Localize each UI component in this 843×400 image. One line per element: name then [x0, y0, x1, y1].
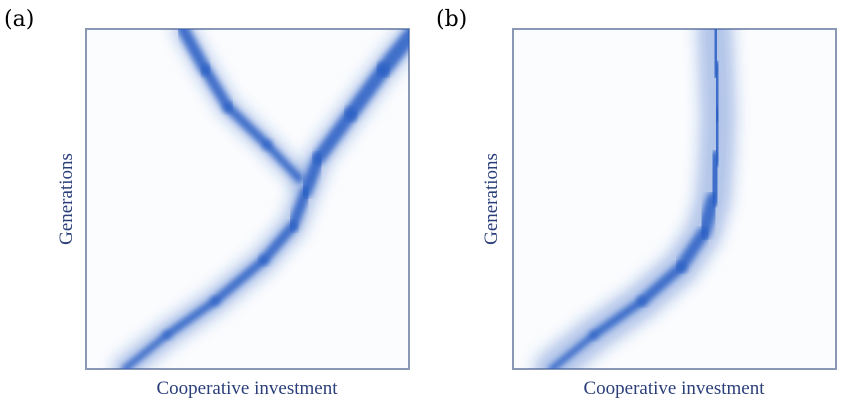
panel-b-ylabel: Generations	[481, 153, 502, 245]
panel-a-xlabel: Cooperative investment	[157, 378, 339, 399]
panel-a-density	[111, 29, 409, 369]
panel-a-label: (a)	[4, 7, 34, 32]
panel-b-plot-area	[512, 28, 837, 370]
density-core-branch-1-segment	[312, 107, 358, 165]
density-core-branch-1-segment	[375, 29, 409, 78]
panel-a-ylabel: Generations	[56, 153, 77, 245]
panel-b-label: (b)	[436, 7, 467, 32]
density-core-branch-1-segment	[343, 62, 391, 122]
density-core-branch-2-segment	[223, 102, 272, 150]
density-core-branch-1-segment	[287, 186, 312, 232]
density-core-branch-1-segment	[162, 296, 220, 340]
panel-b-xlabel: Cooperative investment	[584, 378, 766, 399]
panel-b-density	[533, 29, 737, 369]
density-core-branch-1-segment	[704, 29, 727, 81]
density-core-branch-1-segment	[121, 331, 171, 369]
density-core-branch-2-segment	[177, 29, 212, 76]
density-core-branch-1-segment	[548, 331, 598, 369]
density-core-branch-2-segment	[262, 140, 304, 183]
panel-b: (b) Cooperative investment Generations	[436, 7, 837, 399]
density-core-branch-1-segment	[258, 221, 298, 266]
panel-a: (a) Cooperative investment Generations	[4, 7, 410, 399]
density-core-branch-1-segment	[589, 296, 647, 340]
density-core-branch-1-segment	[210, 255, 269, 306]
density-core-branch-2-segment	[200, 64, 234, 113]
density-core-branch-1-segment	[636, 261, 687, 307]
panel-a-plot-area	[85, 28, 410, 370]
